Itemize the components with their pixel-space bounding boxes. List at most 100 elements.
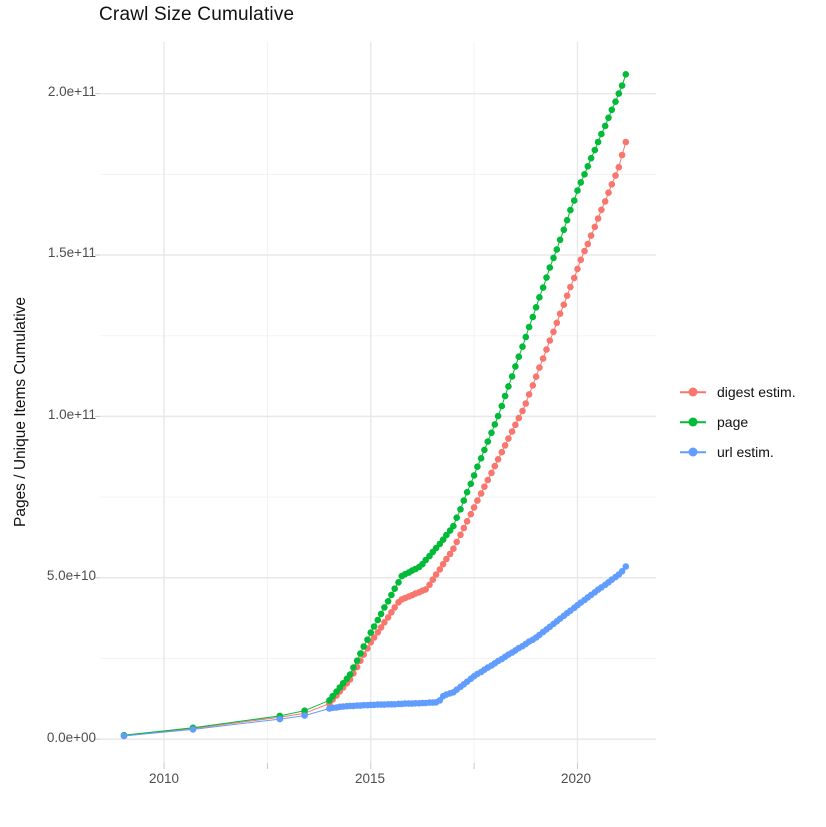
data-point xyxy=(515,353,523,361)
legend-key-page-icon xyxy=(680,415,706,429)
data-point xyxy=(367,629,375,636)
data-point xyxy=(563,292,571,300)
data-point xyxy=(501,392,509,400)
data-point xyxy=(381,604,388,611)
data-point xyxy=(556,310,564,318)
data-point xyxy=(381,619,388,626)
data-point xyxy=(601,198,609,205)
data-point xyxy=(546,337,554,344)
data-point xyxy=(494,456,502,463)
data-point xyxy=(350,664,357,671)
data-point xyxy=(539,284,547,291)
data-point xyxy=(532,373,540,381)
data-point xyxy=(577,256,585,264)
data-point xyxy=(505,383,512,390)
data-point xyxy=(470,472,478,479)
data-point xyxy=(570,274,578,282)
data-point xyxy=(622,71,630,78)
legend-item-page: page xyxy=(680,407,796,437)
data-point xyxy=(450,545,457,552)
y-tick-label-3: 1.5e+11 xyxy=(47,245,96,260)
data-point xyxy=(432,571,440,578)
legend-dot-icon xyxy=(688,387,698,397)
data-point xyxy=(550,254,557,262)
data-point xyxy=(508,428,516,435)
legend-dot-icon xyxy=(688,447,698,457)
legend: digest estim. page url estim. xyxy=(680,377,796,467)
data-point xyxy=(443,555,450,563)
data-point xyxy=(563,216,571,224)
data-point xyxy=(388,609,395,616)
legend-label-digest: digest estim. xyxy=(717,384,796,400)
data-point xyxy=(529,313,537,321)
data-point xyxy=(574,187,581,194)
y-tick-label-2: 1.0e+11 xyxy=(47,407,96,422)
x-tick-label-2020: 2020 xyxy=(560,771,592,786)
data-point xyxy=(505,435,512,442)
data-point xyxy=(594,215,602,222)
y-tick-label-1: 5.0e+10 xyxy=(46,568,96,583)
data-point xyxy=(546,264,554,271)
data-point xyxy=(536,364,543,371)
data-point xyxy=(560,226,568,234)
data-point xyxy=(532,304,540,311)
data-point xyxy=(618,568,626,575)
data-point xyxy=(481,483,488,491)
data-point xyxy=(605,189,612,196)
data-point xyxy=(463,518,471,525)
data-point xyxy=(481,446,488,454)
data-point xyxy=(391,585,399,592)
data-point xyxy=(591,146,599,154)
legend-item-url-estim: url estim. xyxy=(680,437,796,467)
data-point xyxy=(577,179,585,186)
data-point xyxy=(553,246,561,253)
data-point xyxy=(474,463,481,471)
data-point xyxy=(189,726,197,733)
data-point xyxy=(618,82,626,89)
data-point xyxy=(357,650,364,657)
data-point xyxy=(474,497,481,504)
data-point xyxy=(512,363,519,370)
data-point xyxy=(498,402,506,410)
data-point xyxy=(453,538,461,546)
data-point xyxy=(543,346,550,353)
data-point xyxy=(491,462,499,470)
legend-item-digest-estim: digest estim. xyxy=(680,377,796,407)
data-point xyxy=(374,616,382,624)
legend-key-digest-icon xyxy=(680,385,706,399)
legend-key-url-icon xyxy=(680,445,706,459)
legend-label-url: url estim. xyxy=(717,444,774,460)
data-point xyxy=(522,333,530,341)
data-point xyxy=(301,712,308,719)
data-point xyxy=(484,438,492,445)
data-point xyxy=(598,206,605,214)
data-point xyxy=(370,623,378,630)
data-point xyxy=(422,586,430,593)
chart-title: Crawl Size Cumulative xyxy=(99,4,295,25)
data-point xyxy=(498,448,506,456)
data-point xyxy=(450,522,457,530)
axis-ticks xyxy=(95,93,578,769)
y-tick-label-0: 0.0e+00 xyxy=(46,730,96,745)
data-point xyxy=(618,151,626,159)
data-point xyxy=(591,223,599,231)
data-point xyxy=(429,576,437,583)
data-point xyxy=(529,382,537,389)
data-point xyxy=(608,106,616,114)
data-point xyxy=(370,634,378,641)
series-digest-estim xyxy=(120,138,630,740)
series-url-estim xyxy=(120,563,630,740)
data-point xyxy=(460,497,468,504)
data-point xyxy=(439,560,447,568)
data-point xyxy=(598,130,605,138)
data-point xyxy=(508,373,516,380)
data-point xyxy=(608,181,616,188)
data-point xyxy=(615,163,623,171)
data-point xyxy=(581,247,588,255)
data-point xyxy=(567,283,574,291)
legend-dot-icon xyxy=(688,417,698,427)
data-point xyxy=(488,469,495,477)
data-point xyxy=(391,604,399,611)
data-point xyxy=(584,240,592,248)
